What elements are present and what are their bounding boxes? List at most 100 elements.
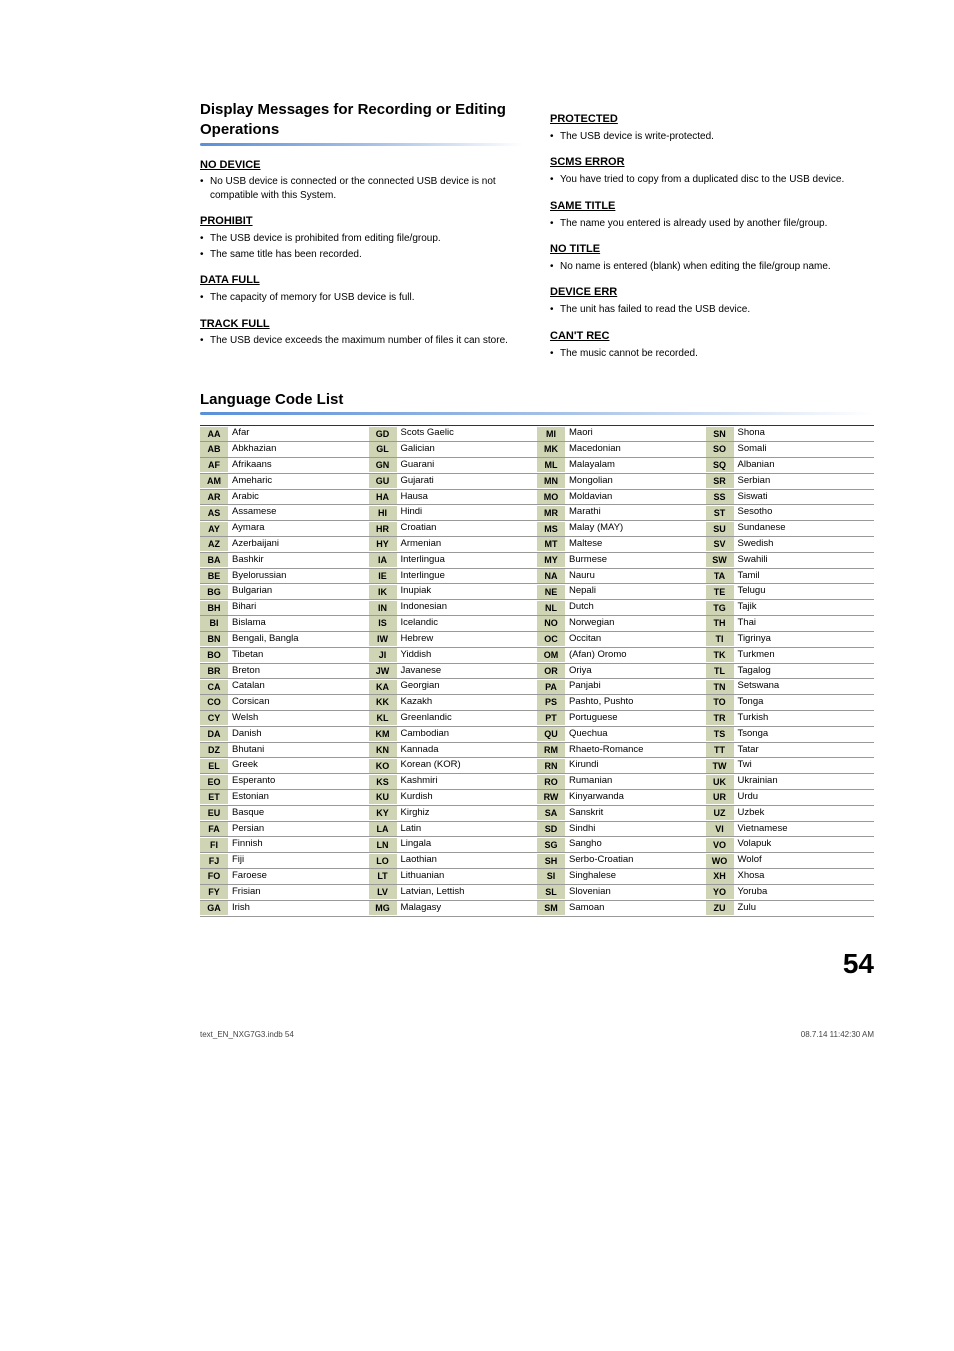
message-heading: TRACK FULL: [200, 317, 524, 332]
lang-name: Kirghiz: [397, 806, 538, 821]
lang-code: KS: [369, 775, 397, 789]
lang-name: Occitan: [565, 632, 706, 647]
lang-row: TITigrinya: [706, 632, 875, 648]
lang-column: MIMaoriMKMacedonianMLMalayalamMNMongolia…: [537, 426, 706, 916]
lang-code: WO: [706, 854, 734, 868]
lang-name: Latin: [397, 822, 538, 837]
lang-name: Vietnamese: [734, 822, 875, 837]
lang-row: TRTurkish: [706, 711, 875, 727]
lang-code: AB: [200, 442, 228, 456]
lang-row: BABashkir: [200, 553, 369, 569]
lang-name: Turkmen: [734, 648, 875, 663]
lang-code: AS: [200, 506, 228, 520]
lang-code: SH: [537, 854, 565, 868]
lang-code: KA: [369, 680, 397, 694]
lang-row: SSSiswati: [706, 490, 875, 506]
lang-row: PAPanjabi: [537, 679, 706, 695]
lang-code: BR: [200, 664, 228, 678]
lang-name: Breton: [228, 664, 369, 679]
lang-row: SUSundanese: [706, 521, 875, 537]
lang-row: ETEstonian: [200, 790, 369, 806]
lang-code: PS: [537, 695, 565, 709]
lang-code: GL: [369, 442, 397, 456]
lang-code: LV: [369, 885, 397, 899]
lang-name: Tonga: [734, 695, 875, 710]
lang-name: Aymara: [228, 521, 369, 536]
message-heading: SAME TITLE: [550, 199, 874, 214]
lang-code: OC: [537, 632, 565, 646]
lang-name: Frisian: [228, 885, 369, 900]
lang-name: Nauru: [565, 569, 706, 584]
lang-name: Korean (KOR): [397, 758, 538, 773]
lang-row: DADanish: [200, 727, 369, 743]
lang-code: OM: [537, 648, 565, 662]
lang-code: MT: [537, 537, 565, 551]
lang-code: KL: [369, 711, 397, 725]
lang-code: KK: [369, 695, 397, 709]
lang-name: Kannada: [397, 743, 538, 758]
lang-row: TKTurkmen: [706, 648, 875, 664]
lang-row: SISinghalese: [537, 869, 706, 885]
page-number: 54: [200, 945, 874, 983]
lang-code: TW: [706, 759, 734, 773]
lang-name: Yiddish: [397, 648, 538, 663]
lang-row: URUrdu: [706, 790, 875, 806]
lang-code: AR: [200, 490, 228, 504]
language-table: AAAfarABAbkhazianAFAfrikaansAMAmeharicAR…: [200, 425, 874, 916]
message-heading: DEVICE ERR: [550, 285, 874, 300]
lang-row: AMAmeharic: [200, 474, 369, 490]
lang-name: Catalan: [228, 679, 369, 694]
lang-name: Danish: [228, 727, 369, 742]
lang-name: Quechua: [565, 727, 706, 742]
lang-row: RNKirundi: [537, 758, 706, 774]
lang-row: STSesotho: [706, 505, 875, 521]
lang-name: Siswati: [734, 490, 875, 505]
lang-row: SLSlovenian: [537, 885, 706, 901]
lang-row: TWTwi: [706, 758, 875, 774]
lang-name: Bihari: [228, 600, 369, 615]
lang-row: IKInupiak: [369, 584, 538, 600]
lang-code: SA: [537, 806, 565, 820]
footer: text_EN_NXG7G3.indb 54 08.7.14 11:42:30 …: [200, 1030, 874, 1041]
lang-row: TETelugu: [706, 584, 875, 600]
lang-row: MOMoldavian: [537, 490, 706, 506]
lang-name: Guarani: [397, 458, 538, 473]
lang-name: Singhalese: [565, 869, 706, 884]
lang-code: AM: [200, 474, 228, 488]
lang-row: AZAzerbaijani: [200, 537, 369, 553]
lang-code: SQ: [706, 458, 734, 472]
lang-name: Maori: [565, 426, 706, 441]
lang-code: BH: [200, 601, 228, 615]
lang-row: MTMaltese: [537, 537, 706, 553]
lang-row: KNKannada: [369, 743, 538, 759]
lang-name: Fiji: [228, 853, 369, 868]
lang-code: VO: [706, 838, 734, 852]
lang-row: LTLithuanian: [369, 869, 538, 885]
lang-code: HY: [369, 537, 397, 551]
lang-row: QUQuechua: [537, 727, 706, 743]
lang-name: Estonian: [228, 790, 369, 805]
lang-row: CYWelsh: [200, 711, 369, 727]
heading-left: Display Messages for Recording or Editin…: [200, 100, 524, 141]
lang-name: Serbo-Croatian: [565, 853, 706, 868]
lang-name: Kinyarwanda: [565, 790, 706, 805]
lang-code: GN: [369, 458, 397, 472]
lang-code: RN: [537, 759, 565, 773]
lang-code: RW: [537, 790, 565, 804]
lang-row: FOFaroese: [200, 869, 369, 885]
lang-name: Macedonian: [565, 442, 706, 457]
lang-code: ST: [706, 506, 734, 520]
message-list: The USB device is write-protected.: [550, 130, 874, 144]
lang-code: IW: [369, 632, 397, 646]
lang-row: GLGalician: [369, 442, 538, 458]
lang-name: Kazakh: [397, 695, 538, 710]
lang-code: UR: [706, 790, 734, 804]
lang-name: Esperanto: [228, 774, 369, 789]
lang-name: Thai: [734, 616, 875, 631]
lang-code: KY: [369, 806, 397, 820]
message-list: The name you entered is already used by …: [550, 217, 874, 231]
lang-name: Twi: [734, 758, 875, 773]
lang-row: MYBurmese: [537, 553, 706, 569]
lang-code: CA: [200, 680, 228, 694]
lang-name: Maltese: [565, 537, 706, 552]
